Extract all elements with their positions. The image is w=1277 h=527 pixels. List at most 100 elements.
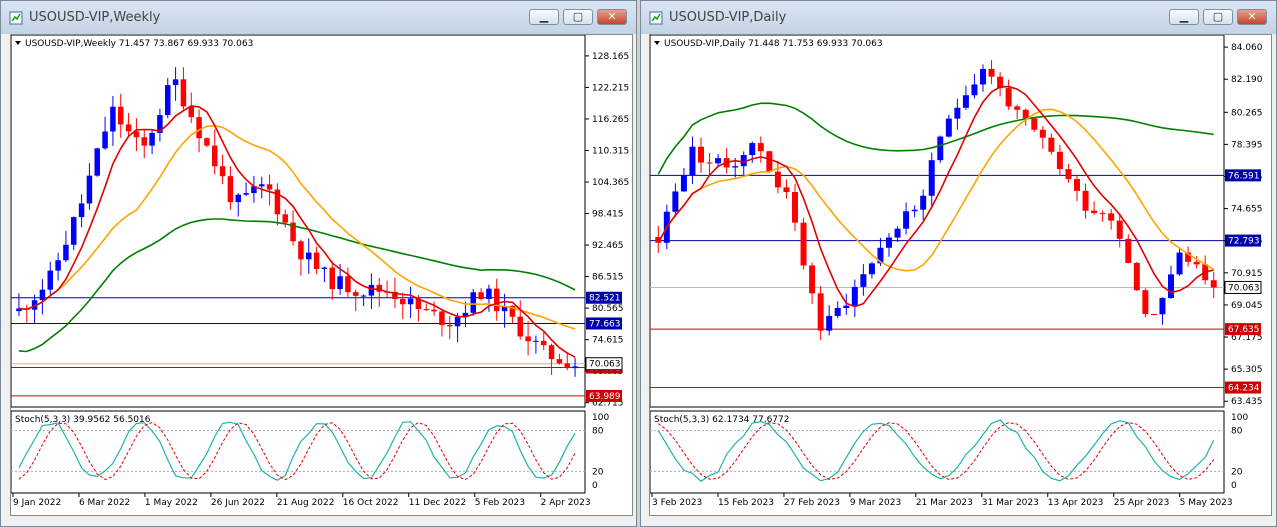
- candle-body: [740, 155, 747, 167]
- candle-body: [1185, 252, 1192, 262]
- stoch-axis-label: 20: [1231, 467, 1243, 477]
- candle-body: [1022, 109, 1029, 119]
- stoch-signal-line: [18, 421, 576, 481]
- candle-body: [809, 265, 816, 294]
- candle-body: [971, 84, 978, 96]
- candle-body: [86, 175, 93, 204]
- date-axis-label: 31 Mar 2023: [982, 498, 1039, 508]
- candle-body: [706, 162, 713, 164]
- current-price-label: 70.063: [1228, 283, 1260, 293]
- price-pane: [650, 35, 1225, 408]
- candle-body: [894, 228, 901, 238]
- candle-body: [655, 237, 662, 243]
- candle-body: [31, 300, 38, 310]
- weekly-chart-window[interactable]: USOUSD-VIP,Weekly ▁ ▢ ✕ 128.165 122.215 11…: [0, 0, 637, 527]
- chart-area[interactable]: 128.165 122.215 116.265 110.315 104.365 98.41…: [10, 34, 633, 516]
- candle-body: [564, 363, 570, 369]
- candle-body: [757, 143, 764, 152]
- price-axis-label: 122.215: [592, 83, 629, 93]
- candle-body: [447, 324, 453, 327]
- candle-body: [954, 107, 961, 119]
- candle-body: [172, 79, 179, 86]
- price-axis-label: 80.565: [592, 304, 624, 314]
- level-tag-label: 63.989: [589, 392, 621, 402]
- candle-body: [834, 307, 841, 316]
- candle-body: [698, 146, 704, 163]
- candle-body: [282, 214, 288, 223]
- level-tag: [1225, 381, 1261, 394]
- candle-body: [843, 305, 850, 308]
- candle-body: [868, 263, 875, 275]
- candle-body: [1091, 210, 1098, 214]
- candle-body: [125, 124, 132, 132]
- candle-body: [219, 166, 226, 177]
- title-bar[interactable]: USOUSD-VIP,Daily ▁ ▢ ✕: [641, 1, 1276, 34]
- stoch-axis-label: 20: [592, 467, 604, 477]
- price-axis-label: 92.465: [592, 241, 624, 251]
- daily-chart-svg[interactable]: 84.06082.19080.26578.39576.52574.65572.7…: [650, 35, 1272, 516]
- candle-body: [337, 276, 343, 290]
- candle-body: [274, 189, 281, 215]
- candle-body: [509, 305, 516, 317]
- maximize-button[interactable]: ▢: [563, 9, 593, 25]
- slow-ma-line: [18, 218, 576, 353]
- candle-body: [165, 85, 171, 116]
- stoch-axis-label: 100: [592, 413, 609, 423]
- candle-body: [1142, 290, 1149, 314]
- candle-body: [118, 106, 124, 125]
- daily-chart-window[interactable]: USOUSD-VIP,Daily ▁ ▢ ✕ 84.060 82.190 80.26…: [640, 0, 1277, 527]
- candle-body: [1005, 88, 1012, 107]
- level-tag-label: 82.521: [589, 294, 621, 304]
- level-tag-label: 64.234: [1228, 384, 1260, 394]
- candle-body: [180, 79, 187, 107]
- weekly-chart-svg[interactable]: 128.165 122.215 116.265 110.315 104.365 98.41…: [11, 35, 633, 516]
- price-axis-label: 63.435: [1231, 397, 1263, 407]
- candle-body: [501, 305, 508, 312]
- candle-body: [47, 270, 53, 290]
- date-axis-label: 9 Mar 2023: [850, 498, 901, 508]
- price-axis-label: 104.365: [592, 178, 629, 188]
- minimize-button[interactable]: ▁: [529, 9, 559, 25]
- candle-body: [55, 260, 61, 271]
- candle-body: [63, 244, 69, 261]
- candle-body: [329, 267, 335, 290]
- candle-body: [997, 76, 1004, 89]
- stoch-axis-label: 80: [592, 427, 604, 437]
- candle-body: [1125, 238, 1132, 263]
- candle-body: [672, 191, 679, 212]
- date-axis-label: 9 Jan 2022: [13, 498, 61, 508]
- candle-body: [368, 284, 375, 296]
- date-axis-label: 5 Feb 2023: [475, 498, 525, 508]
- candle-body: [290, 222, 296, 242]
- minimize-button[interactable]: ▁: [1169, 9, 1199, 25]
- level-tag: [1225, 169, 1261, 182]
- date-axis-label: 16 Oct 2022: [343, 498, 399, 508]
- chart-area[interactable]: 84.06082.19080.26578.39576.52574.65572.7…: [649, 34, 1272, 516]
- title-bar[interactable]: USOUSD-VIP,Weekly ▁ ▢ ✕: [1, 1, 636, 34]
- candle-body: [1176, 252, 1183, 275]
- candle-body: [470, 292, 476, 313]
- candle-body: [71, 217, 77, 245]
- close-button[interactable]: ✕: [597, 9, 627, 25]
- close-button[interactable]: ✕: [1237, 9, 1267, 25]
- date-axis-label: 6 Mar 2022: [79, 498, 130, 508]
- candle-body: [266, 184, 273, 190]
- stoch-axis-label: 80: [1231, 427, 1243, 437]
- candle-body: [962, 95, 969, 108]
- candle-body: [141, 137, 147, 146]
- price-axis-label: 116.265: [592, 115, 629, 125]
- candle-body: [212, 145, 218, 167]
- candle-body: [486, 288, 492, 300]
- candle-body: [1056, 151, 1063, 170]
- candle-body: [1074, 179, 1080, 191]
- price-axis-label: 67.175: [1231, 333, 1263, 343]
- price-axis-label: 82.190: [1231, 75, 1263, 85]
- candle-body: [851, 286, 858, 306]
- candle-body: [392, 291, 398, 300]
- candle-body: [1082, 190, 1089, 211]
- maximize-button[interactable]: ▢: [1203, 9, 1233, 25]
- candle-body: [1150, 313, 1157, 315]
- level-tag: [586, 291, 622, 304]
- price-axis-label: 80.265: [1231, 108, 1263, 118]
- candle-body: [732, 166, 739, 168]
